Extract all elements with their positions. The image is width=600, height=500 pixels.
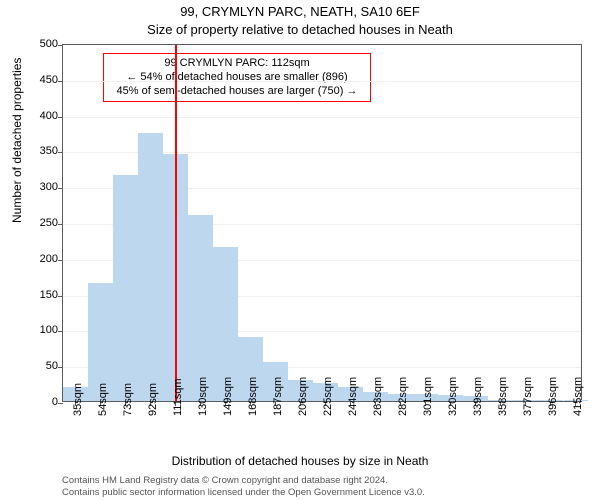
histogram-bar (188, 215, 213, 401)
histogram-bar (138, 133, 163, 402)
y-tick-label: 300 (18, 181, 58, 193)
chart-plot-area: 99 CRYMLYN PARC: 112sqm ← 54% of detache… (62, 44, 582, 402)
y-tick-mark (58, 224, 63, 225)
annotation-line2: ← 54% of detached houses are smaller (89… (110, 71, 364, 85)
y-tick-mark (58, 403, 63, 404)
page-title-desc: Size of property relative to detached ho… (0, 22, 600, 37)
gridline (63, 81, 581, 82)
y-tick-label: 200 (18, 253, 58, 265)
y-tick-label: 350 (18, 145, 58, 157)
y-tick-mark (58, 331, 63, 332)
y-tick-label: 250 (18, 217, 58, 229)
y-tick-label: 400 (18, 110, 58, 122)
y-tick-mark (58, 188, 63, 189)
y-tick-mark (58, 117, 63, 118)
annotation-line3: 45% of semi-detached houses are larger (… (110, 85, 364, 99)
y-tick-mark (58, 260, 63, 261)
gridline (63, 117, 581, 118)
y-tick-label: 0 (18, 396, 58, 408)
annotation-line1: 99 CRYMLYN PARC: 112sqm (110, 57, 364, 71)
annotation-box: 99 CRYMLYN PARC: 112sqm ← 54% of detache… (103, 53, 371, 102)
y-tick-label: 450 (18, 74, 58, 86)
footer-line2: Contains public sector information licen… (62, 487, 425, 498)
y-tick-mark (58, 81, 63, 82)
y-tick-mark (58, 367, 63, 368)
y-tick-label: 50 (18, 360, 58, 372)
footer-line1: Contains HM Land Registry data © Crown c… (62, 475, 425, 486)
y-tick-label: 500 (18, 38, 58, 50)
reference-line (175, 45, 177, 401)
x-axis-label: Distribution of detached houses by size … (0, 454, 600, 468)
page-title-address: 99, CRYMLYN PARC, NEATH, SA10 6EF (0, 4, 600, 19)
y-tick-label: 150 (18, 289, 58, 301)
histogram-bar (113, 175, 138, 401)
y-tick-mark (58, 152, 63, 153)
y-tick-mark (58, 45, 63, 46)
footer-attribution: Contains HM Land Registry data © Crown c… (62, 475, 425, 498)
y-tick-mark (58, 296, 63, 297)
y-tick-label: 100 (18, 324, 58, 336)
